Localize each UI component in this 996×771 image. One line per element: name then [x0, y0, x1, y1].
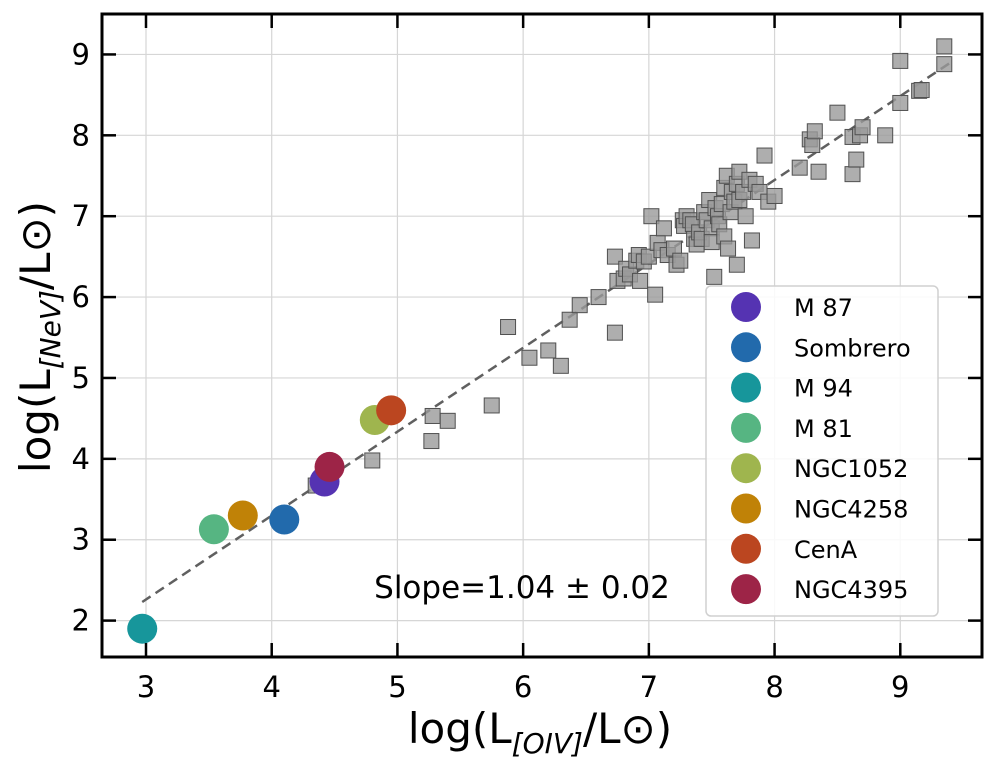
- sample-point: [936, 56, 953, 73]
- x-tick-label: 7: [640, 670, 658, 704]
- y-axis-label-suffix: /L⊙): [11, 201, 60, 290]
- sample-point: [854, 119, 871, 136]
- sample-point: [844, 166, 861, 183]
- legend-label: NGC4258: [794, 496, 908, 524]
- sample-point: [756, 147, 773, 164]
- sample-point: [913, 82, 930, 99]
- legend-label: Sombrero: [794, 334, 911, 362]
- sample-point: [829, 104, 846, 121]
- y-axis-label-sub: [NeV]: [34, 290, 67, 369]
- sample-point: [606, 248, 623, 265]
- y-tick-label: 4: [72, 442, 90, 476]
- legend-marker: [731, 533, 761, 564]
- axis-ticks: 3 4 5 6 7 8 9 2 3 4 5 6 7 8 9: [72, 14, 982, 704]
- sample-point: [655, 220, 672, 237]
- sample-point: [643, 208, 660, 225]
- sample-point: [571, 297, 588, 314]
- sample-point: [423, 433, 440, 450]
- sample-point: [561, 311, 578, 328]
- sample-point: [804, 137, 821, 154]
- sample-point: [552, 357, 569, 374]
- sample-point: [936, 38, 953, 55]
- y-tick-label: 2: [72, 604, 90, 638]
- highlight-point-5: [227, 500, 258, 531]
- sample-point: [590, 289, 607, 306]
- legend-box: [705, 285, 939, 617]
- sample-point: [606, 324, 623, 341]
- x-axis-label-suffix: /L⊙): [583, 704, 672, 753]
- legend-marker: [731, 372, 761, 403]
- highlight-point-2: [127, 613, 158, 644]
- y-tick-label: 7: [72, 199, 90, 233]
- sample-point: [647, 286, 664, 303]
- legend-items: M 87 Sombrero M 94 M 81 NGC1052 NGC4258 CenA NG…: [731, 292, 911, 605]
- legend-label: NGC4395: [794, 576, 908, 604]
- x-tick-label: 9: [891, 670, 909, 704]
- sample-point: [737, 208, 754, 225]
- x-axis-label-prefix: log(L: [408, 704, 512, 753]
- sample-point: [672, 252, 689, 269]
- x-tick-label: 4: [262, 670, 280, 704]
- sample-point: [743, 232, 760, 249]
- legend: M 87 Sombrero M 94 M 81 NGC1052 NGC4258 CenA NG…: [705, 285, 939, 617]
- sample-point: [766, 187, 783, 204]
- legend-label: NGC1052: [794, 455, 908, 483]
- y-tick-label: 5: [72, 361, 90, 395]
- legend-label: CenA: [794, 536, 858, 564]
- y-tick-label: 3: [72, 523, 90, 557]
- sample-point: [810, 163, 827, 180]
- sample-point: [848, 151, 865, 168]
- sample-point: [706, 268, 723, 285]
- legend-marker: [731, 332, 761, 363]
- y-tick-label: 6: [72, 280, 90, 314]
- x-tick-label: 5: [388, 670, 406, 704]
- highlight-point-1: [269, 504, 300, 535]
- y-axis-label: log(L[NeV]/L⊙): [11, 201, 67, 473]
- sample-point: [791, 159, 808, 176]
- legend-marker: [731, 412, 761, 443]
- sample-point: [521, 349, 538, 366]
- highlight-point-6: [376, 395, 407, 426]
- sample-point: [540, 342, 557, 359]
- sample-point: [892, 94, 909, 111]
- sample-point: [632, 272, 649, 289]
- sample-points: [307, 38, 953, 494]
- highlight-point-3: [198, 514, 229, 545]
- legend-marker: [731, 493, 761, 524]
- sample-point: [364, 452, 381, 469]
- y-axis-label-prefix: log(L: [11, 369, 60, 473]
- sample-point: [806, 123, 823, 140]
- x-axis-label: log(L[OIV]/L⊙): [408, 704, 672, 760]
- sample-point: [483, 397, 500, 414]
- sample-point: [892, 52, 909, 69]
- x-tick-label: 3: [137, 670, 155, 704]
- y-tick-label: 8: [72, 118, 90, 152]
- highlight-points: [127, 395, 407, 644]
- sample-point: [728, 256, 745, 273]
- sample-point: [439, 412, 456, 429]
- sample-point: [424, 407, 441, 424]
- legend-marker: [731, 574, 761, 605]
- y-tick-label: 9: [72, 37, 90, 71]
- x-axis-label-sub: [OIV]: [512, 727, 583, 760]
- legend-marker: [731, 292, 761, 322]
- plot-frame: [100, 12, 984, 659]
- x-tick-label: 8: [765, 670, 783, 704]
- sample-point: [877, 127, 894, 144]
- legend-label: M 94: [794, 375, 853, 403]
- slope-annotation: Slope=1.04 ± 0.02: [374, 570, 670, 606]
- legend-marker: [731, 453, 761, 484]
- sample-point: [720, 240, 737, 257]
- legend-label: M 87: [794, 294, 853, 322]
- legend-label: M 81: [794, 415, 853, 443]
- highlight-point-7: [314, 451, 345, 482]
- sample-point: [500, 319, 517, 336]
- x-tick-label: 6: [514, 670, 532, 704]
